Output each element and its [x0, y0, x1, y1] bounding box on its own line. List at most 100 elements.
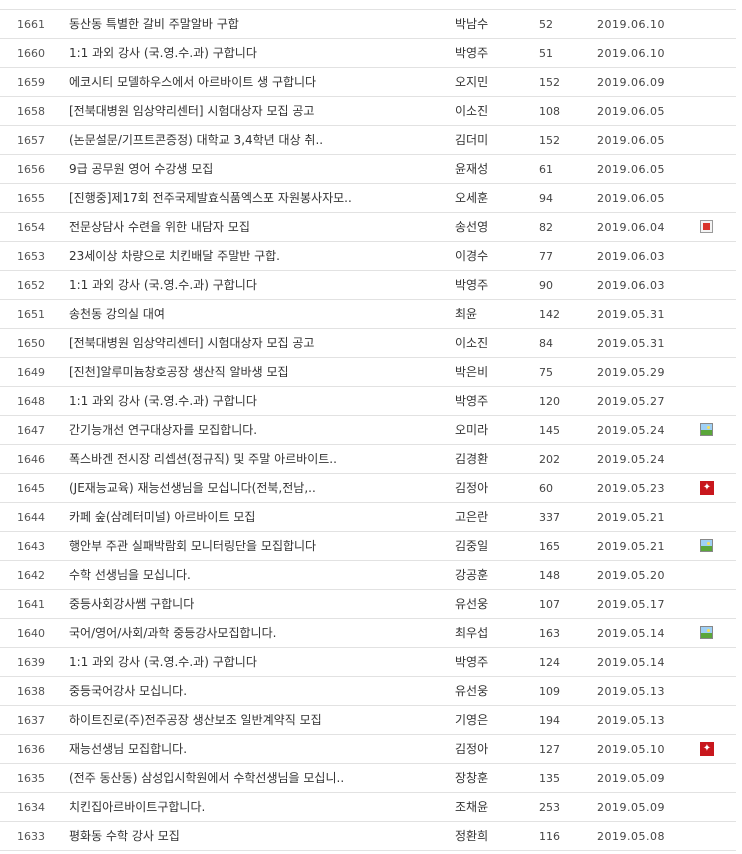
table-row[interactable]: 1639 1:1 과외 강사 (국.영.수.과) 구합니다 박영주 124 2019.0… [0, 648, 736, 677]
post-title-link[interactable]: 동산동 특별한 갈비 주말알바 구합 [69, 17, 239, 31]
table-row[interactable]: 1644 카페 숲(삼례터미널) 아르바이트 모집 고은란 337 2019.05.21 [0, 503, 736, 532]
pdf-file-icon[interactable]: ✦ [700, 481, 714, 495]
post-number: 1660 [17, 47, 45, 60]
post-title-link[interactable]: [전북대병원 임상약리센터] 시험대상자 모집 공고 [69, 104, 315, 118]
post-hits: 94 [539, 192, 553, 205]
table-row[interactable]: 1661 동산동 특별한 갈비 주말알바 구합 박남수 52 2019.06.10 [0, 10, 736, 39]
image-file-icon[interactable] [700, 423, 713, 436]
table-row[interactable]: 1637 하이트진로(주)전주공장 생산보조 일반계약직 모집 기영은 194 2019… [0, 706, 736, 735]
post-title-link[interactable]: 수학 선생님을 모십니다. [69, 568, 191, 582]
table-row[interactable]: 1642 수학 선생님을 모십니다. 강공훈 148 2019.05.20 [0, 561, 736, 590]
post-title-link[interactable]: [전북대병원 임상약리센터] 시험대상자 모집 공고 [69, 336, 315, 350]
post-date: 2019.05.09 [597, 772, 665, 785]
post-date: 2019.05.10 [597, 743, 665, 756]
table-row[interactable]: 1648 1:1 과외 강사 (국.영.수.과) 구합니다 박영주 120 2019.0… [0, 387, 736, 416]
table-row[interactable]: 1660 1:1 과외 강사 (국.영.수.과) 구합니다 박영주 51 2019.06… [0, 39, 736, 68]
table-row[interactable]: 1634 치킨집아르바이트구합니다. 조채윤 253 2019.05.09 [0, 793, 736, 822]
post-date: 2019.06.05 [597, 105, 665, 118]
post-hits: 108 [539, 105, 560, 118]
post-title-link[interactable]: (JE재능교육) 재능선생님을 모십니다(전북,전남,.. [69, 481, 316, 495]
post-date: 2019.05.08 [597, 830, 665, 843]
post-title-link[interactable]: 에코시티 모델하우스에서 아르바이트 생 구합니다 [69, 75, 317, 89]
table-row[interactable]: 1645 (JE재능교육) 재능선생님을 모십니다(전북,전남,.. 김정아 60 20… [0, 474, 736, 503]
table-row[interactable]: 1652 1:1 과외 강사 (국.영.수.과) 구합니다 박영주 90 2019.06… [0, 271, 736, 300]
table-row[interactable]: 1636 재능선생님 모집합니다. 김정아 127 2019.05.10 ✦ [0, 735, 736, 764]
table-row[interactable]: 1643 행안부 주관 실패박람회 모니터링단을 모집합니다 김중일 165 2019.… [0, 532, 736, 561]
table-row[interactable]: 1654 전문상담사 수련을 위한 내담자 모집 송선영 82 2019.06.04 [0, 213, 736, 242]
table-row[interactable]: 1635 (전주 동산동) 삼성입시학원에서 수학선생님을 모십니.. 장창훈 135… [0, 764, 736, 793]
table-row[interactable]: 1650 [전북대병원 임상약리센터] 시험대상자 모집 공고 이소진 84 2019.… [0, 329, 736, 358]
post-hits: 163 [539, 627, 560, 640]
post-title-link[interactable]: 23세이상 차량으로 치킨배달 주말반 구합. [69, 249, 280, 263]
post-author: 송선영 [455, 220, 489, 234]
post-title-link[interactable]: 카페 숲(삼례터미널) 아르바이트 모집 [69, 510, 256, 524]
table-row[interactable]: 1649 [진천]알루미늄창호공장 생산직 알바생 모집 박은비 75 2019.05.… [0, 358, 736, 387]
table-row[interactable]: 1633 평화동 수학 강사 모집 정환희 116 2019.05.08 [0, 822, 736, 851]
post-hits: 152 [539, 76, 560, 89]
post-title-link[interactable]: 9급 공무원 영어 수강생 모집 [69, 162, 214, 176]
post-hits: 194 [539, 714, 560, 727]
post-title-link[interactable]: 1:1 과외 강사 (국.영.수.과) 구합니다 [69, 46, 257, 60]
post-title-link[interactable]: (전주 동산동) 삼성입시학원에서 수학선생님을 모십니.. [69, 771, 345, 785]
post-title-link[interactable]: 송천동 강의실 대여 [69, 307, 165, 321]
post-author: 조채윤 [455, 800, 489, 814]
table-row[interactable]: 1656 9급 공무원 영어 수강생 모집 윤재성 61 2019.06.05 [0, 155, 736, 184]
post-date: 2019.05.29 [597, 366, 665, 379]
table-row[interactable]: 1651 송천동 강의실 대여 최윤 142 2019.05.31 [0, 300, 736, 329]
post-hits: 82 [539, 221, 553, 234]
post-title-link[interactable]: 1:1 과외 강사 (국.영.수.과) 구합니다 [69, 278, 257, 292]
table-row[interactable]: 1646 폭스바겐 전시장 리셉션(정규직) 및 주말 아르바이트.. 김경환 202… [0, 445, 736, 474]
post-hits: 135 [539, 772, 560, 785]
image-file-icon[interactable] [700, 626, 713, 639]
post-hits: 124 [539, 656, 560, 669]
post-author: 장창훈 [455, 771, 489, 785]
post-title-link[interactable]: 1:1 과외 강사 (국.영.수.과) 구합니다 [69, 394, 257, 408]
table-row[interactable]: 1658 [전북대병원 임상약리센터] 시험대상자 모집 공고 이소진 108 2019… [0, 97, 736, 126]
post-title-link[interactable]: 치킨집아르바이트구합니다. [69, 800, 206, 814]
table-row[interactable]: 1638 중등국어강사 모십니다. 유선웅 109 2019.05.13 [0, 677, 736, 706]
post-date: 2019.05.31 [597, 308, 665, 321]
post-title-link[interactable]: 행안부 주관 실패박람회 모니터링단을 모집합니다 [69, 539, 317, 553]
table-row[interactable]: 1653 23세이상 차량으로 치킨배달 주말반 구합. 이경수 77 2019.06.… [0, 242, 736, 271]
table-row[interactable]: 1640 국어/영어/사회/과학 중등강사모집합니다. 최우섭 163 2019.05.… [0, 619, 736, 648]
post-author: 오지민 [455, 75, 489, 89]
post-title-link[interactable]: 간기능개선 연구대상자를 모집합니다. [69, 423, 258, 437]
post-hits: 142 [539, 308, 560, 321]
post-author: 박은비 [455, 365, 489, 379]
post-date: 2019.06.10 [597, 47, 665, 60]
post-title-link[interactable]: 중등사회강사쌤 구합니다 [69, 597, 195, 611]
post-author: 박영주 [455, 655, 489, 669]
post-author: 강공훈 [455, 568, 489, 582]
post-hits: 107 [539, 598, 560, 611]
post-date: 2019.05.20 [597, 569, 665, 582]
post-date: 2019.05.21 [597, 511, 665, 524]
attachment-cell [700, 220, 714, 234]
table-row[interactable]: 1657 (논문설문/기프트콘증정) 대학교 3,4학년 대상 취.. 김더미 152… [0, 126, 736, 155]
post-title-link[interactable]: 중등국어강사 모십니다. [69, 684, 188, 698]
attachment-cell: ✦ [700, 742, 714, 756]
hwp-file-icon[interactable] [700, 220, 713, 233]
post-title-link[interactable]: [진행중]제17회 전주국제발효식품엑스포 자원봉사자모.. [69, 191, 352, 205]
post-title-link[interactable]: 폭스바겐 전시장 리셉션(정규직) 및 주말 아르바이트.. [69, 452, 337, 466]
table-row[interactable]: 1659 에코시티 모델하우스에서 아르바이트 생 구합니다 오지민 152 2019.… [0, 68, 736, 97]
post-author: 최윤 [455, 307, 478, 321]
image-file-icon[interactable] [700, 539, 713, 552]
table-row[interactable]: 1655 [진행중]제17회 전주국제발효식품엑스포 자원봉사자모.. 오세훈 94 2… [0, 184, 736, 213]
pdf-file-icon[interactable]: ✦ [700, 742, 714, 756]
attachment-cell [700, 423, 714, 437]
post-title-link[interactable]: 평화동 수학 강사 모집 [69, 829, 180, 843]
post-title-link[interactable]: [진천]알루미늄창호공장 생산직 알바생 모집 [69, 365, 289, 379]
post-title-link[interactable]: 하이트진로(주)전주공장 생산보조 일반계약직 모집 [69, 713, 322, 727]
post-title-link[interactable]: (논문설문/기프트콘증정) 대학교 3,4학년 대상 취.. [69, 133, 324, 147]
post-date: 2019.05.27 [597, 395, 665, 408]
post-title-link[interactable]: 1:1 과외 강사 (국.영.수.과) 구합니다 [69, 655, 257, 669]
post-author: 김정아 [455, 481, 489, 495]
table-row[interactable]: 1647 간기능개선 연구대상자를 모집합니다. 오미라 145 2019.05.24 [0, 416, 736, 445]
post-title-link[interactable]: 국어/영어/사회/과학 중등강사모집합니다. [69, 626, 277, 640]
post-date: 2019.05.23 [597, 482, 665, 495]
table-row[interactable]: 1641 중등사회강사쌤 구합니다 유선웅 107 2019.05.17 [0, 590, 736, 619]
post-author: 오미라 [455, 423, 489, 437]
post-date: 2019.05.17 [597, 598, 665, 611]
post-title-link[interactable]: 전문상담사 수련을 위한 내담자 모집 [69, 220, 250, 234]
post-title-link[interactable]: 재능선생님 모집합니다. [69, 742, 188, 756]
